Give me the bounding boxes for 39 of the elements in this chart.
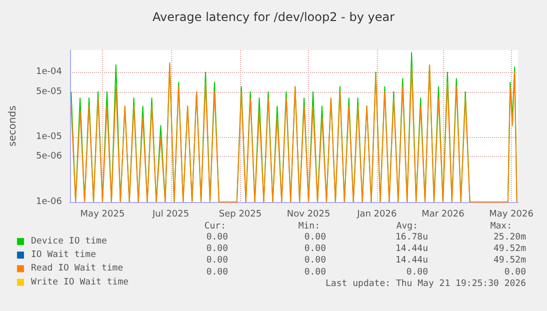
x-tick-label: Mar 2026 [422, 210, 465, 220]
legend-label: Write IO Wait time [31, 277, 129, 288]
text: 14.44u [395, 256, 428, 266]
x-tick-label: May 2026 [489, 210, 534, 220]
text: Cur: [204, 222, 226, 232]
text: 0.00 [206, 232, 228, 242]
x-tick-label: Jan 2026 [356, 210, 397, 220]
x-tick-label: May 2025 [80, 210, 125, 220]
legend-label: Device IO time [31, 236, 107, 246]
text: Max: [490, 222, 512, 232]
x-tick-label: Sep 2025 [218, 210, 262, 220]
text: 16.78u [395, 232, 428, 242]
y-tick-label: 5e-06 [36, 152, 62, 162]
text: 0.00 [304, 232, 326, 242]
y-tick-label: 1e-06 [36, 197, 62, 207]
text: 0.00 [504, 267, 526, 278]
x-tick-label: Nov 2025 [286, 210, 330, 220]
text: 0.00 [406, 267, 428, 278]
y-tick-label: 5e-05 [36, 86, 62, 97]
text: 25.20m [493, 232, 526, 242]
text: 0.00 [206, 267, 228, 278]
text: 0.00 [304, 256, 326, 266]
text: 0.00 [206, 244, 228, 254]
y-tick-label: 1e-04 [36, 67, 62, 78]
legend-label: Read IO Wait time [31, 264, 124, 274]
text: Min: [298, 222, 320, 232]
y-tick-label: 1e-05 [36, 132, 62, 142]
chart-title: Average latency for /dev/loop2 - by year [152, 10, 395, 24]
text: Avg: [396, 222, 418, 232]
x-tick-label: Jul 2025 [151, 210, 190, 220]
legend-label: IO Wait time [31, 250, 96, 260]
text: 0.00 [304, 244, 326, 254]
text: 0.00 [206, 256, 228, 266]
text: 49.52m [493, 256, 526, 266]
text: Last update: Thu May 21 19:25:30 2026 [326, 278, 526, 289]
text: 14.44u [395, 244, 428, 254]
text: 0.00 [304, 267, 326, 278]
y-axis-title: seconds [8, 106, 18, 146]
text: 49.52m [493, 244, 526, 254]
